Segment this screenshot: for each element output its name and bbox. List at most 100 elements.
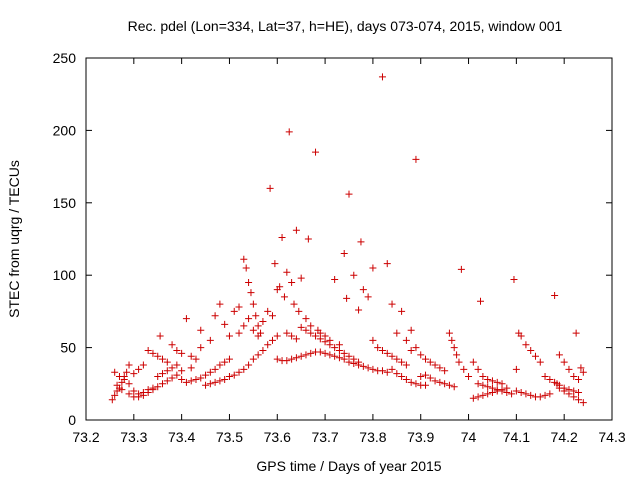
data-point xyxy=(335,354,343,362)
data-point xyxy=(374,344,382,352)
data-point xyxy=(579,368,587,376)
data-point xyxy=(398,373,406,381)
data-point xyxy=(156,332,164,340)
data-point xyxy=(163,377,171,385)
x-tick-label: 73.9 xyxy=(407,429,434,445)
data-point xyxy=(297,323,305,331)
data-point xyxy=(290,300,298,308)
data-point xyxy=(163,367,171,375)
data-point xyxy=(283,357,291,365)
x-tick-label: 73.4 xyxy=(168,429,195,445)
data-point xyxy=(445,329,453,337)
data-point xyxy=(144,346,152,354)
data-point xyxy=(369,365,377,373)
data-point xyxy=(453,351,461,359)
data-point xyxy=(230,371,238,379)
data-point xyxy=(264,307,272,315)
data-points xyxy=(108,73,587,407)
data-point xyxy=(412,380,420,388)
x-tick-label: 73.7 xyxy=(311,429,338,445)
data-point xyxy=(343,294,351,302)
data-point xyxy=(163,358,171,366)
data-point xyxy=(125,361,133,369)
data-point xyxy=(441,380,449,388)
data-point xyxy=(460,365,468,373)
data-point xyxy=(168,341,176,349)
data-point xyxy=(240,255,248,263)
data-point xyxy=(242,264,250,272)
x-tick-label: 73.2 xyxy=(72,429,99,445)
data-point xyxy=(197,344,205,352)
y-tick-label: 50 xyxy=(60,340,76,356)
data-point xyxy=(407,346,415,354)
data-point xyxy=(123,368,131,376)
x-tick-label: 73.5 xyxy=(216,429,243,445)
data-point xyxy=(225,355,233,363)
data-point xyxy=(512,387,520,395)
data-point xyxy=(402,336,410,344)
data-point xyxy=(579,399,587,407)
data-point xyxy=(383,260,391,268)
data-point xyxy=(383,349,391,357)
data-point xyxy=(288,355,296,363)
data-point xyxy=(388,365,396,373)
data-point xyxy=(488,377,496,385)
data-point xyxy=(445,381,453,389)
data-point xyxy=(273,355,281,363)
data-point xyxy=(326,341,334,349)
data-point xyxy=(575,375,583,383)
data-point xyxy=(276,283,284,291)
data-point xyxy=(345,190,353,198)
data-point xyxy=(154,383,162,391)
data-point xyxy=(295,307,303,315)
x-tick-label: 74.3 xyxy=(598,429,625,445)
data-point xyxy=(249,355,257,363)
data-point xyxy=(479,373,487,381)
data-point xyxy=(572,329,580,337)
data-point xyxy=(417,373,425,381)
data-point xyxy=(527,346,535,354)
data-point xyxy=(302,315,310,323)
data-point xyxy=(280,293,288,301)
data-point xyxy=(292,354,300,362)
data-point xyxy=(474,393,482,401)
data-point xyxy=(240,365,248,373)
data-point xyxy=(168,374,176,382)
data-point xyxy=(283,268,291,276)
data-point xyxy=(302,351,310,359)
data-point xyxy=(479,381,487,389)
data-point xyxy=(216,377,224,385)
data-point xyxy=(546,375,554,383)
data-point xyxy=(350,271,358,279)
data-point xyxy=(206,368,214,376)
data-point xyxy=(249,300,257,308)
data-point xyxy=(555,381,563,389)
data-point xyxy=(522,341,530,349)
data-point xyxy=(187,352,195,360)
data-point xyxy=(331,352,339,360)
data-point xyxy=(206,380,214,388)
data-point xyxy=(565,386,573,394)
data-point xyxy=(120,375,128,383)
data-point xyxy=(216,361,224,369)
data-point xyxy=(575,396,583,404)
data-point xyxy=(173,371,181,379)
x-tick-label: 73.3 xyxy=(120,429,147,445)
data-point xyxy=(378,367,386,375)
data-point xyxy=(426,358,434,366)
data-point xyxy=(326,351,334,359)
data-point xyxy=(159,370,167,378)
data-point xyxy=(359,362,367,370)
data-point xyxy=(484,390,492,398)
data-point xyxy=(302,326,310,334)
data-point xyxy=(575,388,583,396)
data-point xyxy=(355,306,363,314)
data-point xyxy=(560,358,568,366)
data-point xyxy=(216,300,224,308)
data-point xyxy=(357,238,365,246)
data-point xyxy=(304,235,312,243)
data-point xyxy=(307,349,315,357)
y-tick-label: 250 xyxy=(53,50,77,66)
data-point xyxy=(111,368,119,376)
